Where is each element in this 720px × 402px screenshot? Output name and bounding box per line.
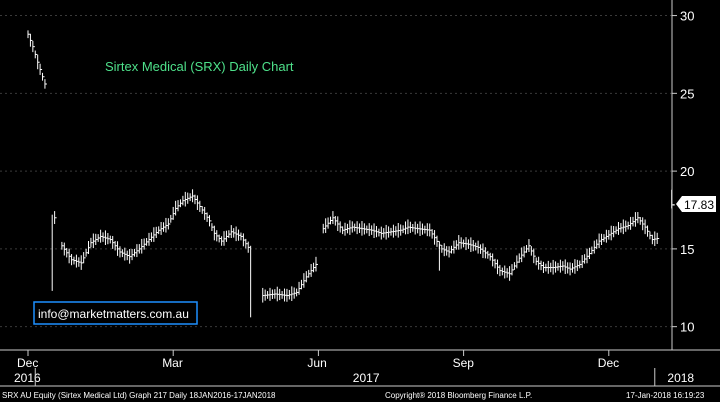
y-tick-label: 20 (680, 164, 694, 179)
x-tick-label: Dec (17, 356, 38, 370)
footer-background (0, 387, 720, 402)
last-value-badge: 17.83 (676, 196, 716, 212)
footer-right: 17-Jan-2018 16:19:23 (626, 391, 705, 400)
watermark-badge: info@marketmatters.com.au (33, 301, 198, 325)
grid (0, 15, 672, 328)
last-value-label: 17.83 (684, 198, 714, 212)
price-series (27, 30, 675, 318)
footer-left: SRX AU Equity (Sirtex Medical Ltd) Graph… (2, 391, 276, 400)
footer: SRX AU Equity (Sirtex Medical Ltd) Graph… (0, 387, 720, 402)
footer-center: Copyright® 2018 Bloomberg Finance L.P. (385, 391, 532, 400)
x-tick-label: Mar (162, 356, 183, 370)
year-label: 2018 (667, 371, 694, 385)
y-tick-label: 15 (680, 242, 694, 257)
x-tick-label: Jun (307, 356, 326, 370)
x-tick-label: Dec (598, 356, 619, 370)
chart-title: Sirtex Medical (SRX) Daily Chart (105, 59, 294, 74)
y-tick-label: 30 (680, 9, 694, 24)
y-axis: 10 15 20 25 30 (671, 0, 694, 350)
year-label: 2017 (353, 371, 380, 385)
y-tick-label: 25 (680, 86, 694, 101)
watermark-text: info@marketmatters.com.au (38, 307, 189, 321)
y-tick-label: 10 (680, 320, 694, 335)
x-tick-label: Sep (453, 356, 475, 370)
last-value-marker (676, 196, 716, 212)
year-label: 2016 (14, 371, 41, 385)
watermark-border (33, 301, 198, 325)
